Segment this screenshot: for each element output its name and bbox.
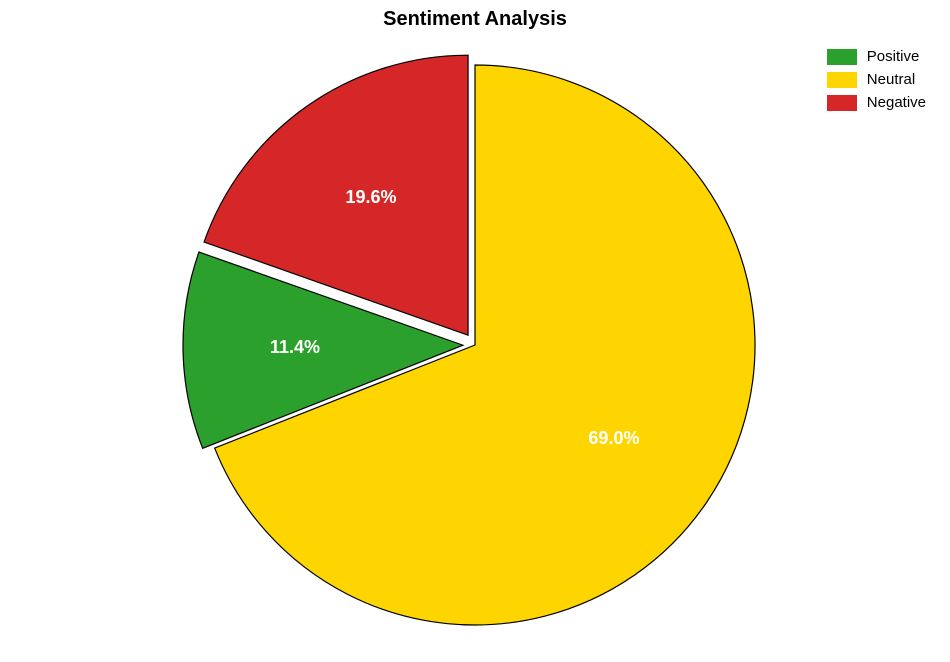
legend-label-negative: Negative	[867, 94, 926, 111]
legend-label-positive: Positive	[867, 48, 920, 65]
pie-svg: 69.0% 19.6% 11.4%	[0, 0, 950, 662]
legend-item-positive: Positive	[827, 48, 926, 65]
sentiment-pie-chart: Sentiment Analysis 69.0%19.6%11.4% Posit…	[0, 0, 950, 662]
legend-item-negative: Negative	[827, 94, 926, 111]
pie-label-negative: 19.6%	[346, 187, 397, 207]
legend-item-neutral: Neutral	[827, 71, 926, 88]
pie-label-positive: 11.4%	[270, 337, 320, 357]
pie-label-neutral: 69.0%	[588, 428, 639, 448]
legend-swatch-negative	[827, 95, 857, 111]
legend-swatch-neutral	[827, 72, 857, 88]
legend: Positive Neutral Negative	[827, 48, 926, 117]
legend-swatch-positive	[827, 49, 857, 65]
legend-label-neutral: Neutral	[867, 71, 915, 88]
